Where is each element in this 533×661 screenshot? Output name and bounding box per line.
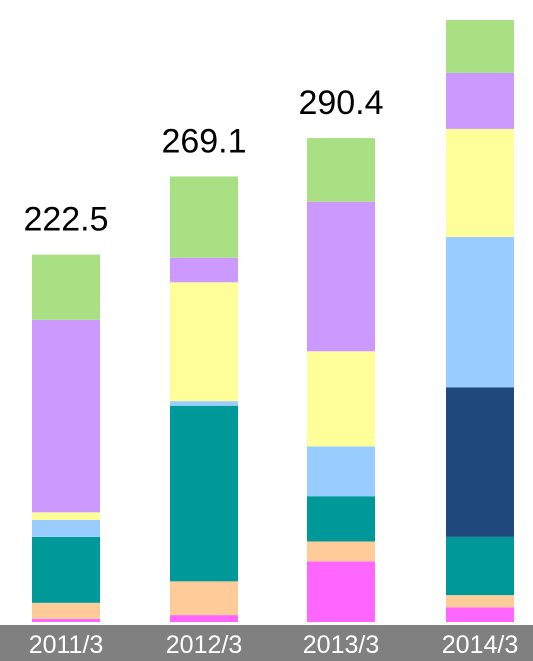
bar-segment-2013-3-0 [307, 561, 375, 622]
bar-segment-2012-3-0 [170, 615, 238, 622]
bar-segment-2014-3-7 [446, 19, 514, 73]
bar-segment-2012-3-6 [170, 257, 238, 283]
bar-segment-2011-3-6 [32, 319, 100, 513]
bar-segment-2014-3-1 [446, 595, 514, 608]
bar-segment-2014-3-2 [446, 536, 514, 596]
bar-segment-2014-3-3 [446, 387, 514, 537]
bar-segment-2012-3-1 [170, 581, 238, 616]
bar-segment-2014-3-6 [446, 72, 514, 129]
bar-segment-2011-3-5 [32, 512, 100, 521]
total-label-2011-3: 222.5 [23, 201, 108, 239]
bar-segment-2013-3-7 [307, 138, 375, 202]
bar-segment-2011-3-0 [32, 618, 100, 622]
bar-segment-2014-3-0 [446, 607, 514, 622]
x-axis-ticks: 2011/3 2012/3 2013/3 2014/3 [29, 631, 519, 659]
bar-segment-2014-3-4 [446, 237, 514, 388]
total-label-2014-3: 365.1 [437, 0, 522, 4]
x-axis-band [0, 625, 533, 661]
bar-segment-2014-3-5 [446, 128, 514, 238]
x-tick-label-2011-3: 2011/3 [29, 631, 104, 659]
bar-segment-2013-3-1 [307, 541, 375, 562]
x-tick-label-2013-3: 2013/3 [303, 631, 379, 659]
bar-segment-2011-3-4 [32, 520, 100, 537]
bar-segment-2013-3-5 [307, 351, 375, 447]
bars-layer [32, 19, 514, 622]
bar-segment-2011-3-1 [32, 602, 100, 619]
total-label-2013-3: 290.4 [298, 84, 383, 122]
bar-segment-2011-3-7 [32, 254, 100, 320]
bar-segment-2012-3-4 [170, 401, 238, 406]
bar-segment-2012-3-2 [170, 405, 238, 582]
bar-segment-2012-3-5 [170, 282, 238, 402]
bar-segment-2013-3-4 [307, 446, 375, 497]
bar-segment-2011-3-2 [32, 536, 100, 603]
bar-segment-2013-3-6 [307, 201, 375, 352]
x-tick-label-2014-3: 2014/3 [442, 631, 518, 659]
total-label-2012-3: 269.1 [161, 122, 246, 160]
totals-layer: 222.5 269.1 290.4 365.1 [23, 0, 522, 239]
bar-segment-2012-3-7 [170, 176, 238, 258]
bar-segment-2013-3-2 [307, 496, 375, 542]
x-tick-label-2012-3: 2012/3 [166, 631, 242, 659]
